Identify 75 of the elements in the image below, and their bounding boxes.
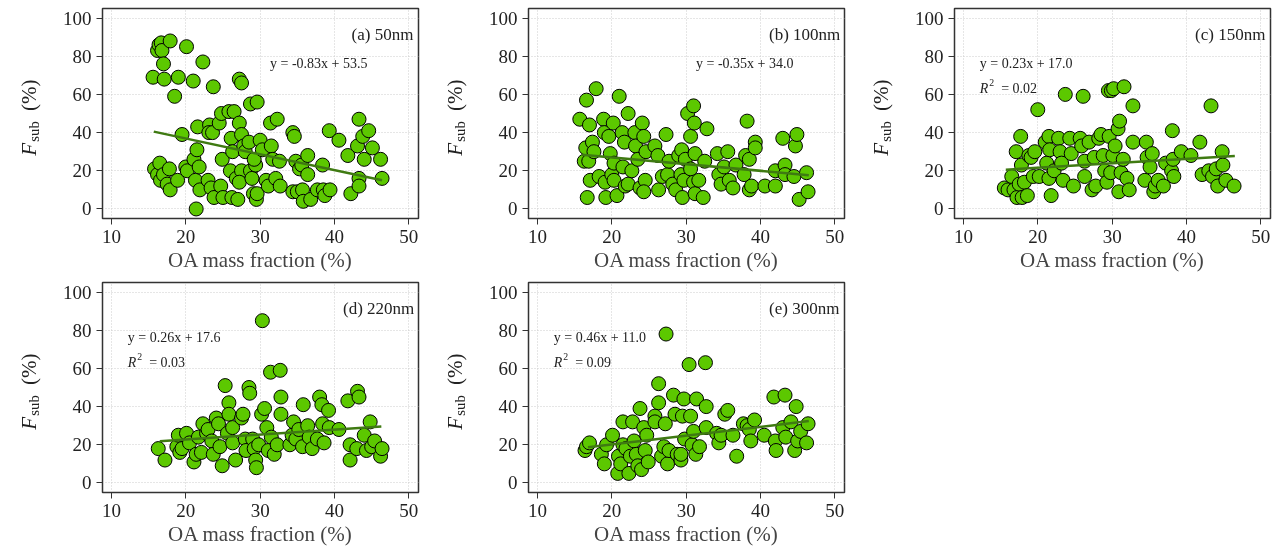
x-axis-title: OA mass fraction (%) bbox=[168, 247, 352, 272]
y-tick-label: 40 bbox=[498, 396, 518, 418]
x-tick-label: 10 bbox=[101, 499, 121, 521]
y-tick-label: 40 bbox=[72, 396, 92, 418]
y-tick-label: 40 bbox=[924, 122, 944, 144]
x-tick-label: 50 bbox=[399, 225, 419, 247]
y-tick-label: 20 bbox=[498, 434, 518, 456]
y-tick-label: 60 bbox=[924, 83, 944, 105]
text: (e) 300nm bbox=[769, 299, 840, 318]
annotation: y = 0.26x + 17.6 bbox=[127, 329, 221, 345]
text: (a) 50nm bbox=[351, 25, 414, 44]
y-tick-label: 60 bbox=[72, 83, 92, 105]
x-tick-label: 30 bbox=[250, 499, 270, 521]
y-axis-title: Fsub (%) bbox=[442, 353, 468, 431]
y-tick-label: 0 bbox=[508, 472, 518, 494]
y-tick-label: 60 bbox=[498, 83, 518, 105]
annotation: y = -0.35x + 34.0 bbox=[695, 55, 794, 71]
y-tick-label: 20 bbox=[72, 434, 92, 456]
y-tick-label: 0 bbox=[508, 198, 518, 220]
x-tick-label: 10 bbox=[527, 225, 547, 247]
x-tick-label: 40 bbox=[750, 225, 770, 247]
text: (b) 100nm bbox=[769, 25, 841, 44]
x-axis-title: OA mass fraction (%) bbox=[168, 521, 352, 546]
y-tick-label: 80 bbox=[498, 319, 518, 341]
y-tick-label: 80 bbox=[72, 45, 92, 67]
y-tick-label: 0 bbox=[82, 472, 92, 494]
text: (c) 150nm bbox=[1195, 25, 1266, 44]
y-tick-label: 80 bbox=[72, 319, 92, 341]
y-tick-label: 40 bbox=[72, 122, 92, 144]
y-tick-label: 80 bbox=[924, 45, 944, 67]
x-tick-label: 30 bbox=[250, 225, 270, 247]
y-tick-label: 0 bbox=[934, 198, 944, 220]
y-tick-label: 60 bbox=[72, 357, 92, 379]
y-tick-label: 100 bbox=[489, 7, 518, 29]
text: (d) 220nm bbox=[343, 299, 415, 318]
x-tick-label: 20 bbox=[602, 499, 622, 521]
x-tick-label: 40 bbox=[324, 225, 344, 247]
y-tick-label: 100 bbox=[915, 7, 944, 29]
y-tick-label: 20 bbox=[924, 160, 944, 182]
x-tick-label: 20 bbox=[176, 225, 196, 247]
y-tick-label: 100 bbox=[63, 7, 92, 29]
y-tick-label: 40 bbox=[498, 122, 518, 144]
annotation: y = 0.23x + 17.0 bbox=[979, 55, 1073, 71]
x-tick-label: 40 bbox=[324, 499, 344, 521]
y-tick-label: 100 bbox=[63, 281, 92, 303]
y-tick-label: 60 bbox=[498, 357, 518, 379]
x-tick-label: 30 bbox=[1102, 225, 1122, 247]
y-tick-label: 20 bbox=[498, 160, 518, 182]
x-tick-label: 20 bbox=[1028, 225, 1048, 247]
x-tick-label: 30 bbox=[676, 499, 696, 521]
y-tick-label: 100 bbox=[489, 281, 518, 303]
y-axis-title: Fsub (%) bbox=[868, 79, 894, 157]
x-tick-label: 10 bbox=[101, 225, 121, 247]
x-tick-label: 40 bbox=[1176, 225, 1196, 247]
y-axis-title: Fsub (%) bbox=[16, 353, 42, 431]
x-tick-label: 40 bbox=[750, 499, 770, 521]
x-tick-label: 20 bbox=[602, 225, 622, 247]
annotation: y = 0.46x + 11.0 bbox=[553, 329, 647, 345]
x-tick-label: 50 bbox=[825, 225, 845, 247]
annotation: y = -0.83x + 53.5 bbox=[269, 55, 368, 71]
y-axis-title: Fsub (%) bbox=[16, 79, 42, 157]
x-tick-label: 10 bbox=[953, 225, 973, 247]
x-axis-title: OA mass fraction (%) bbox=[594, 521, 778, 546]
y-tick-label: 80 bbox=[498, 45, 518, 67]
y-tick-label: 0 bbox=[82, 198, 92, 220]
x-tick-label: 50 bbox=[825, 499, 845, 521]
x-tick-label: 50 bbox=[1251, 225, 1271, 247]
x-tick-label: 20 bbox=[176, 499, 196, 521]
x-tick-label: 30 bbox=[676, 225, 696, 247]
x-tick-label: 50 bbox=[399, 499, 419, 521]
y-tick-label: 20 bbox=[72, 160, 92, 182]
y-axis-title: Fsub (%) bbox=[442, 79, 468, 157]
x-axis-title: OA mass fraction (%) bbox=[1020, 247, 1204, 272]
x-axis-title: OA mass fraction (%) bbox=[594, 247, 778, 272]
x-tick-label: 10 bbox=[527, 499, 547, 521]
